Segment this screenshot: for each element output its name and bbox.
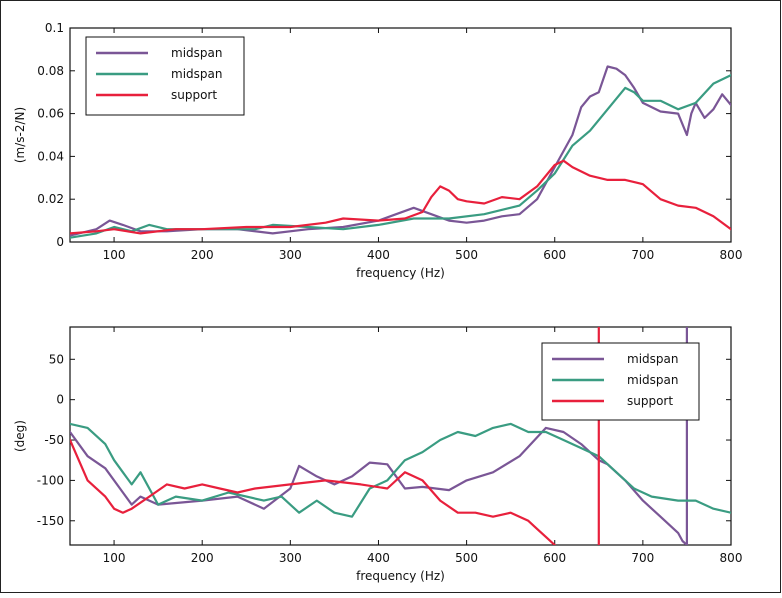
legend-label: midspan: [171, 67, 222, 81]
y-tick-label: 0: [56, 235, 64, 249]
y-tick-label: 0.1: [45, 21, 64, 35]
series-line-2: [70, 74, 731, 239]
x-tick-label: 700: [631, 248, 654, 262]
x-tick-label: 600: [543, 248, 566, 262]
x-tick-label: 300: [279, 248, 302, 262]
y-tick-label: -150: [37, 514, 64, 528]
y-tick-label: 0.04: [37, 149, 64, 163]
legend-box: [541, 342, 700, 421]
legend-label: midspan: [627, 352, 678, 366]
series-line-3: [70, 438, 556, 545]
x-tick-label: 200: [191, 248, 214, 262]
plot-area: [69, 326, 732, 546]
x-tick-label: 400: [367, 248, 390, 262]
y-tick-label: 0.06: [37, 107, 64, 121]
series-line-2: [70, 422, 731, 518]
legend-box: [85, 36, 245, 116]
x-tick-label: 500: [455, 248, 478, 262]
x-tick-label: 300: [279, 551, 302, 565]
x-tick-label: 800: [720, 248, 743, 262]
series-line-3: [70, 159, 731, 235]
x-tick-label: 700: [631, 551, 654, 565]
y-tick-label: 0.02: [37, 192, 64, 206]
x-axis-label: frequency (Hz): [356, 569, 445, 583]
y-tick-label: 0: [56, 393, 64, 407]
plot-area: [69, 27, 732, 243]
x-tick-label: 200: [191, 551, 214, 565]
chart-2: 100 200 300 400 500 600 700 800 -150 -100 -50 0 50 fr…: [13, 326, 743, 583]
series-group: [70, 65, 731, 239]
x-tick-label: 100: [103, 551, 126, 565]
y-tick-label: -100: [37, 473, 64, 487]
x-tick-label: 600: [543, 551, 566, 565]
x-axis-label: frequency (Hz): [356, 266, 445, 280]
x-tick-label: 800: [720, 551, 743, 565]
y-tick-label: 0.08: [37, 64, 64, 78]
chart-1: 100 200 300 400 500 600 700 800 0 0.02 0.04 0.06 0.0…: [13, 21, 742, 280]
y-axis-label: (deg): [13, 420, 27, 452]
legend-label: support: [171, 88, 217, 102]
legend-label: midspan: [627, 373, 678, 387]
legend: midspan midspan support: [85, 36, 245, 116]
x-tick-label: 500: [455, 551, 478, 565]
x-tick-label: 400: [367, 551, 390, 565]
legend: midspan midspan support: [541, 342, 700, 421]
x-tick-label: 100: [103, 248, 126, 262]
y-axis-label: (m/s-2/N): [13, 107, 27, 163]
legend-label: midspan: [171, 46, 222, 60]
y-tick-label: 50: [49, 352, 64, 366]
y-tick-label: -50: [44, 433, 64, 447]
legend-label: support: [627, 394, 673, 408]
